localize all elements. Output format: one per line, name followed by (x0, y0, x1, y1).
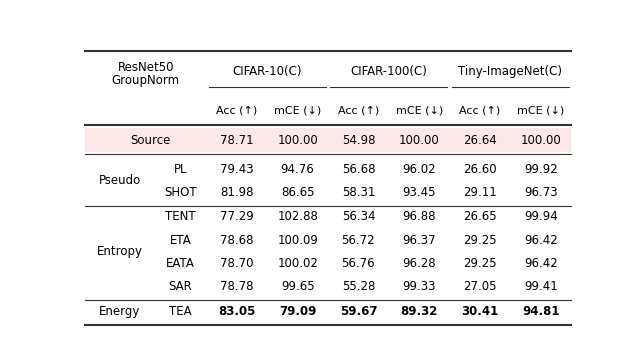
Text: 78.68: 78.68 (220, 234, 253, 247)
Text: 96.73: 96.73 (524, 186, 557, 199)
Text: EATA: EATA (166, 257, 195, 270)
Text: SAR: SAR (168, 280, 192, 293)
Text: 26.60: 26.60 (463, 163, 497, 175)
Text: 99.33: 99.33 (403, 280, 436, 293)
Text: 78.70: 78.70 (220, 257, 253, 270)
Text: ETA: ETA (170, 234, 191, 247)
Text: 94.76: 94.76 (281, 163, 314, 175)
Text: 89.32: 89.32 (401, 305, 438, 318)
Text: 79.09: 79.09 (279, 305, 316, 318)
Text: 56.76: 56.76 (342, 257, 375, 270)
Text: TEA: TEA (169, 305, 192, 318)
Text: mCE (↓): mCE (↓) (396, 106, 443, 116)
Text: 55.28: 55.28 (342, 280, 375, 293)
Text: 27.05: 27.05 (463, 280, 497, 293)
Text: Source: Source (130, 134, 170, 147)
Text: 96.88: 96.88 (403, 211, 436, 223)
Text: 79.43: 79.43 (220, 163, 253, 175)
Text: 26.65: 26.65 (463, 211, 497, 223)
Text: Acc (↑): Acc (↑) (338, 106, 379, 116)
Text: 54.98: 54.98 (342, 134, 375, 147)
Text: 94.81: 94.81 (522, 305, 559, 318)
Text: mCE (↓): mCE (↓) (274, 106, 321, 116)
Text: TENT: TENT (165, 211, 196, 223)
Text: 93.45: 93.45 (403, 186, 436, 199)
Text: 102.88: 102.88 (277, 211, 318, 223)
Text: 81.98: 81.98 (220, 186, 253, 199)
Text: SHOT: SHOT (164, 186, 196, 199)
Text: 96.42: 96.42 (524, 257, 557, 270)
Text: 78.78: 78.78 (220, 280, 253, 293)
Text: 56.72: 56.72 (342, 234, 375, 247)
Text: 99.92: 99.92 (524, 163, 557, 175)
Text: 56.34: 56.34 (342, 211, 375, 223)
Text: 56.68: 56.68 (342, 163, 375, 175)
Text: 99.65: 99.65 (281, 280, 314, 293)
Text: 99.41: 99.41 (524, 280, 557, 293)
Text: 96.02: 96.02 (403, 163, 436, 175)
Text: 100.00: 100.00 (399, 134, 440, 147)
Text: 78.71: 78.71 (220, 134, 253, 147)
Text: 100.09: 100.09 (277, 234, 318, 247)
Text: 96.28: 96.28 (403, 257, 436, 270)
Text: CIFAR-100(C): CIFAR-100(C) (350, 65, 427, 78)
Text: ResNet50: ResNet50 (118, 61, 174, 74)
Text: 99.94: 99.94 (524, 211, 557, 223)
Text: 59.67: 59.67 (340, 305, 377, 318)
Text: 96.42: 96.42 (524, 234, 557, 247)
Text: 29.25: 29.25 (463, 257, 497, 270)
Text: 29.11: 29.11 (463, 186, 497, 199)
Text: Entropy: Entropy (97, 245, 143, 258)
Text: mCE (↓): mCE (↓) (517, 106, 564, 116)
Text: 83.05: 83.05 (218, 305, 255, 318)
Text: 58.31: 58.31 (342, 186, 375, 199)
Text: Acc (↑): Acc (↑) (460, 106, 500, 116)
Text: CIFAR-10(C): CIFAR-10(C) (232, 65, 302, 78)
Bar (85, 128, 571, 153)
Text: 29.25: 29.25 (463, 234, 497, 247)
Text: Acc (↑): Acc (↑) (216, 106, 257, 116)
Text: Pseudo: Pseudo (99, 174, 141, 187)
Text: 86.65: 86.65 (281, 186, 314, 199)
Text: 100.00: 100.00 (277, 134, 318, 147)
Text: 30.41: 30.41 (461, 305, 499, 318)
Text: Energy: Energy (99, 305, 140, 318)
Text: 100.02: 100.02 (277, 257, 318, 270)
Text: 96.37: 96.37 (403, 234, 436, 247)
Text: 77.29: 77.29 (220, 211, 253, 223)
Text: PL: PL (173, 163, 187, 175)
Text: 100.00: 100.00 (520, 134, 561, 147)
Text: Tiny-ImageNet(C): Tiny-ImageNet(C) (458, 65, 563, 78)
Text: GroupNorm: GroupNorm (111, 74, 180, 87)
Text: 26.64: 26.64 (463, 134, 497, 147)
